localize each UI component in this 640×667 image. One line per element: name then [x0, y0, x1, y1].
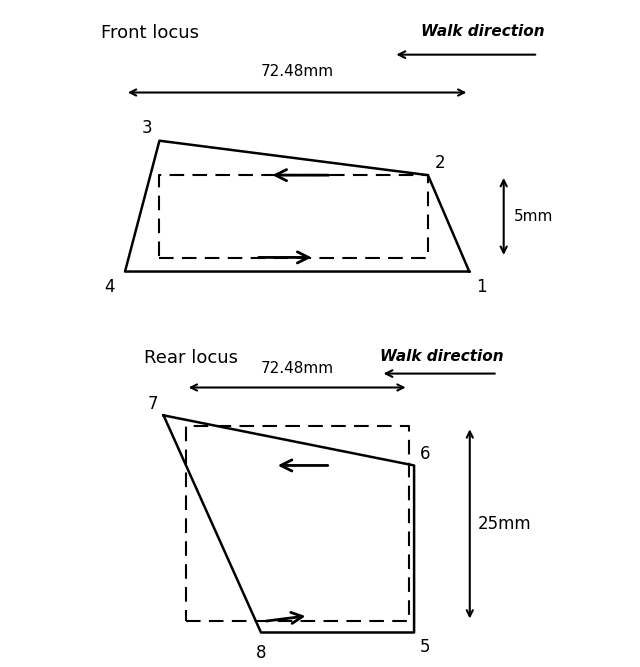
- Text: 72.48mm: 72.48mm: [260, 362, 333, 376]
- Text: 3: 3: [142, 119, 152, 137]
- Text: 8: 8: [256, 644, 266, 662]
- Text: 2: 2: [435, 153, 445, 171]
- Text: Front locus: Front locus: [101, 23, 199, 41]
- Text: 25mm: 25mm: [478, 515, 532, 533]
- Text: 6: 6: [420, 445, 430, 463]
- Text: 4: 4: [104, 278, 115, 296]
- Text: 1: 1: [476, 278, 487, 296]
- Text: 5mm: 5mm: [514, 209, 554, 224]
- Text: Rear locus: Rear locus: [144, 349, 238, 367]
- Text: 7: 7: [147, 395, 158, 413]
- Text: 5: 5: [420, 638, 430, 656]
- Text: 72.48mm: 72.48mm: [260, 64, 333, 79]
- Text: Walk direction: Walk direction: [380, 349, 503, 364]
- Text: Walk direction: Walk direction: [421, 23, 545, 39]
